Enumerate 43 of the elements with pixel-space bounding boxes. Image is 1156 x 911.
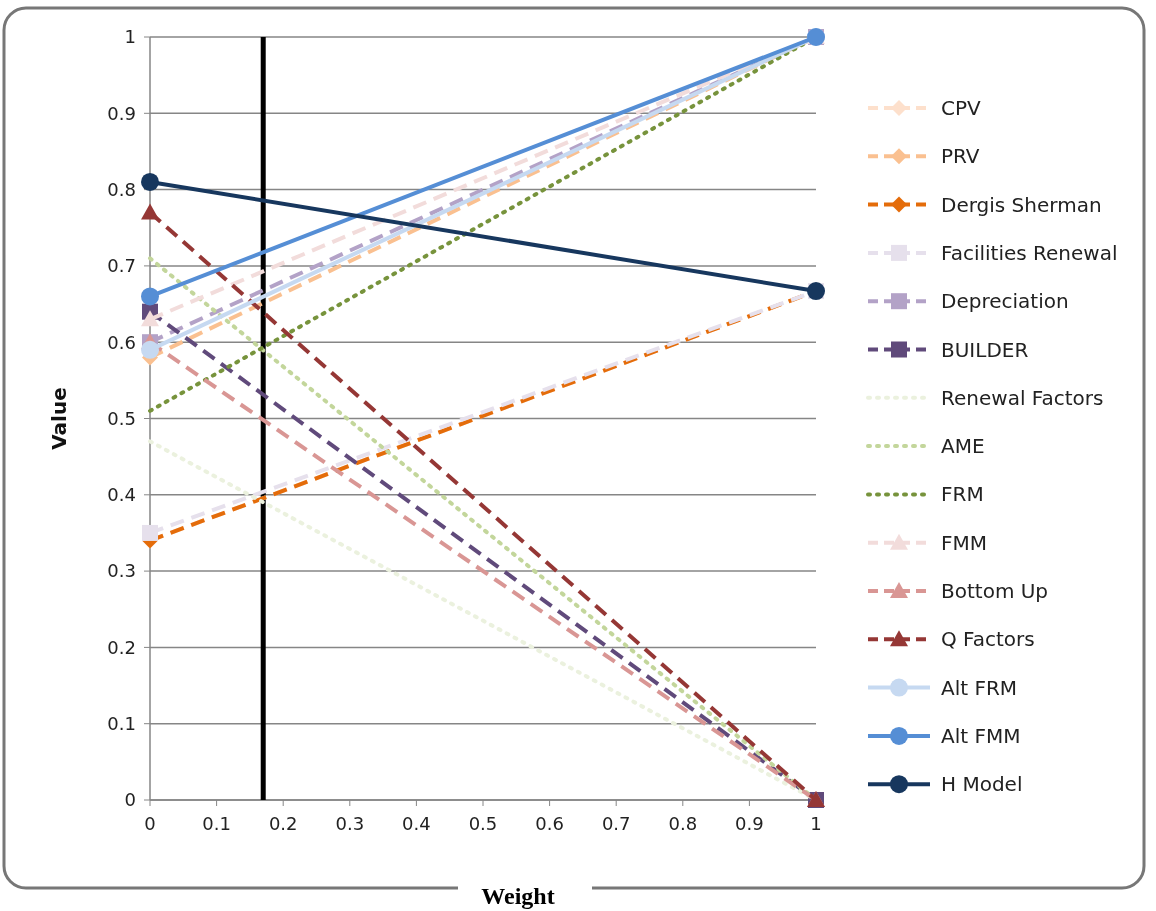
y-tick-label: 0.6 [107, 331, 136, 353]
legend-label: AME [941, 434, 985, 459]
legend-label: Depreciation [941, 289, 1069, 314]
x-tick-label: 0.3 [335, 813, 365, 834]
x-tick-label: 0.2 [268, 813, 298, 834]
x-tick-label: 0.8 [668, 813, 698, 834]
x-tick-label: 0.9 [735, 813, 764, 834]
point [141, 340, 159, 359]
legend-label: CPV [941, 96, 982, 120]
x-tick-label: 0.5 [468, 813, 498, 834]
legend-label: BUILDER [941, 337, 1029, 362]
y-tick-label: 1 [124, 26, 136, 48]
x-tick-label: 0 [144, 813, 156, 834]
x-tick-label: 1 [810, 813, 822, 834]
x-tick-label: 0.1 [202, 813, 231, 834]
x-tick-label: 0.6 [535, 813, 564, 834]
legend-label: Bottom Up [941, 579, 1049, 603]
legend-label: FMM [941, 530, 988, 555]
legend-label: Facilities Renewal [941, 240, 1118, 265]
x-axis-title: Weight [481, 883, 555, 909]
point [141, 287, 159, 306]
legend-label: H Model [941, 772, 1023, 797]
y-tick-label: 0.9 [107, 102, 136, 124]
y-tick-label: 0.1 [107, 713, 136, 734]
y-tick-label: 0 [124, 789, 136, 811]
legend-label: Alt FMM [941, 723, 1021, 748]
x-tick-label: 0.4 [402, 813, 431, 834]
legend-label: Q Factors [941, 627, 1035, 652]
y-tick-label: 0.3 [107, 560, 136, 582]
point [142, 524, 158, 541]
legend-label: Renewal Factors [941, 385, 1104, 410]
legend-label: Dergis Sherman [941, 192, 1102, 217]
legend-label: FRM [941, 482, 984, 507]
y-tick-label: 0.4 [107, 484, 136, 506]
y-tick-label: 0.5 [107, 407, 136, 429]
y-tick-label: 0.2 [107, 636, 136, 658]
legend-label: PRV [941, 144, 980, 169]
y-tick-label: 0.7 [107, 255, 136, 277]
x-tick-label: 0.7 [601, 813, 631, 834]
point [141, 172, 159, 191]
y-tick-label: 0.8 [107, 178, 136, 200]
y-axis-title: Value [47, 387, 71, 450]
legend-label: Alt FRM [941, 675, 1018, 700]
